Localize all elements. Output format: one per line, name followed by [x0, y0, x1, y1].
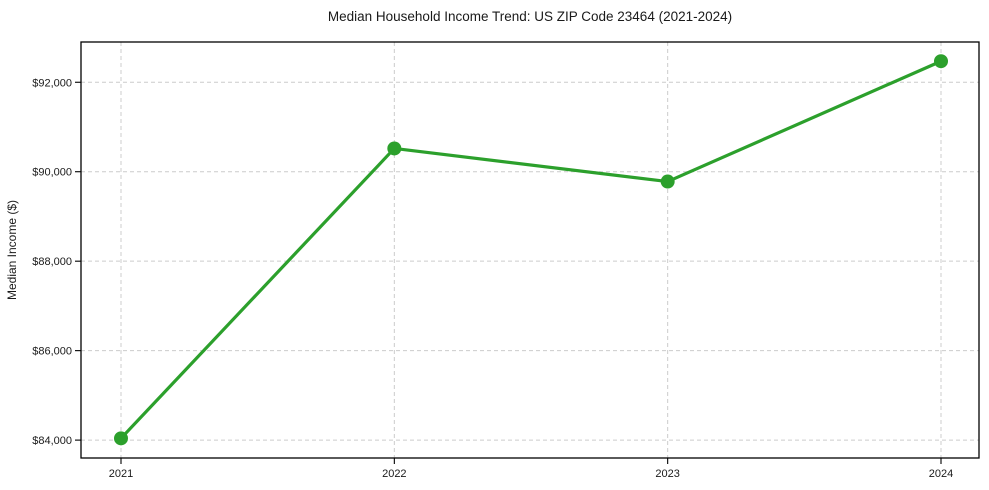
y-tick-label: $84,000	[32, 435, 72, 447]
x-tick-label: 2024	[929, 468, 953, 480]
data-point-marker	[934, 54, 948, 69]
y-tick-label: $86,000	[32, 346, 72, 358]
data-series	[114, 54, 948, 446]
trend-line	[119, 59, 943, 440]
gridlines	[81, 42, 979, 458]
y-tick-label: $90,000	[32, 167, 72, 179]
y-tick-label: $88,000	[32, 256, 72, 268]
axes: $84,000 $86,000 $88,000 $90,000 $92,000 2021 2…	[32, 41, 980, 480]
y-axis-label: Median Income ($)	[5, 200, 19, 300]
plot-border	[80, 41, 980, 459]
chart-title: Median Household Income Trend: US ZIP Co…	[328, 9, 732, 24]
y-tick-label: $92,000	[32, 77, 72, 89]
data-point-marker	[387, 141, 402, 156]
x-tick-label: 2021	[109, 468, 133, 480]
x-tick-label: 2022	[382, 468, 406, 480]
data-point-marker	[114, 431, 128, 446]
data-point-marker	[660, 174, 675, 189]
x-tick-label: 2023	[655, 468, 679, 480]
